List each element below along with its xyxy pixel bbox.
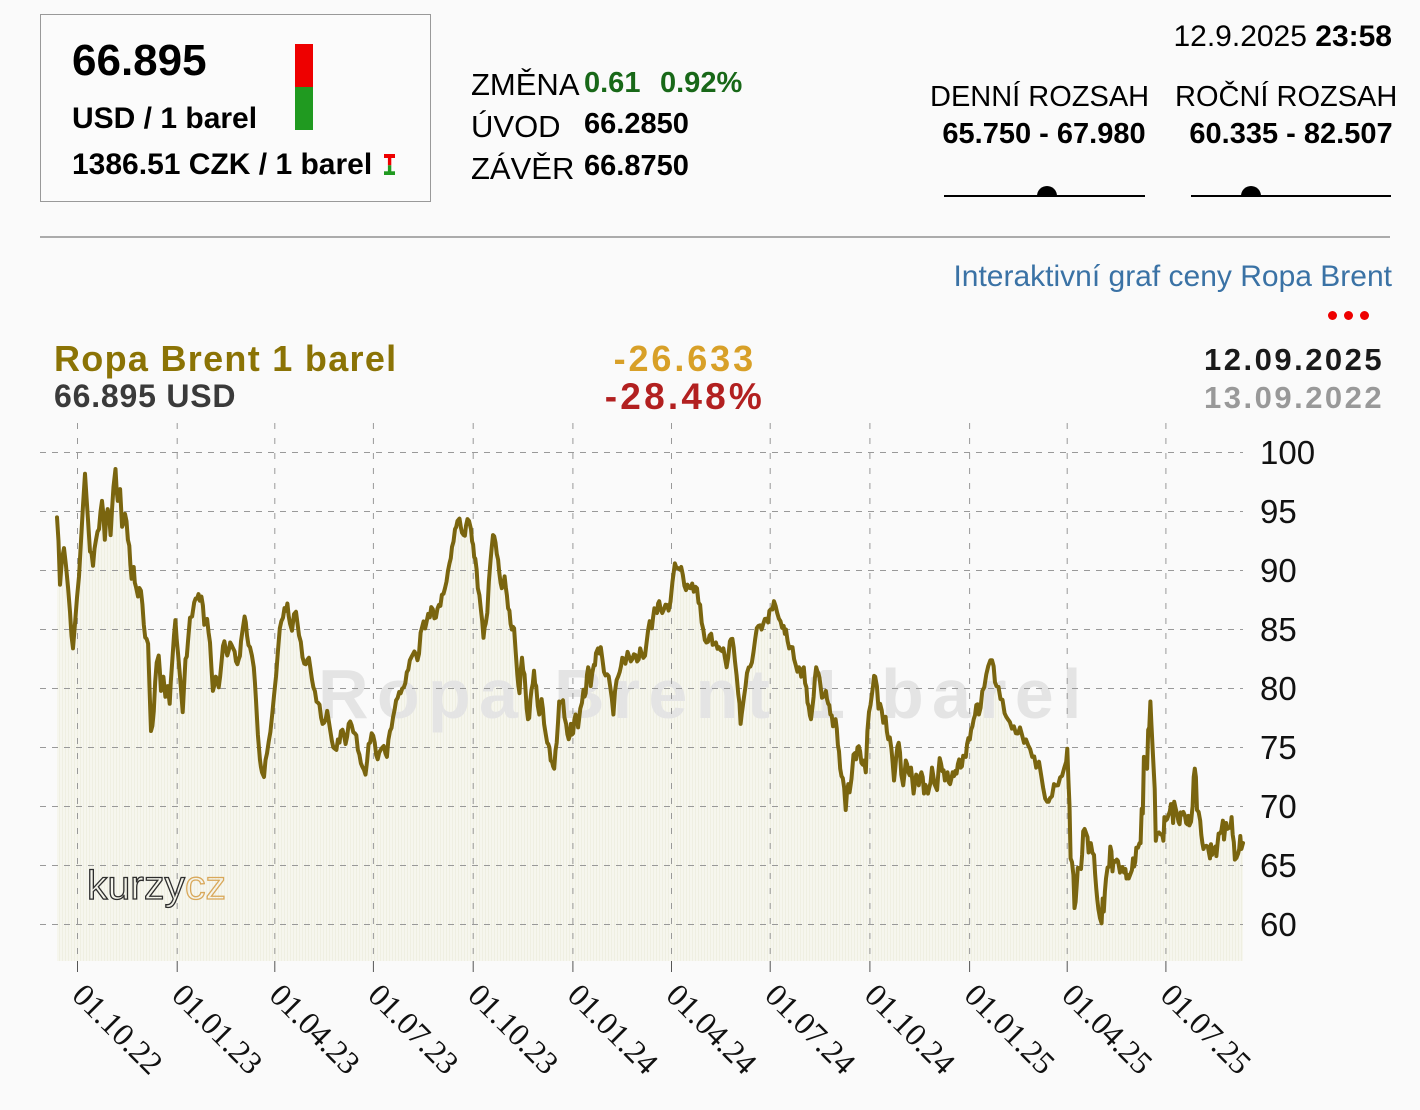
svg-text:85: 85 — [1260, 611, 1297, 648]
svg-text:01.10.23: 01.10.23 — [461, 976, 566, 1081]
svg-text:95: 95 — [1260, 493, 1297, 530]
svg-text:01.07.24: 01.07.24 — [758, 976, 863, 1081]
svg-text:Ropa Brent 1 barel: Ropa Brent 1 barel — [318, 655, 1090, 733]
svg-text:01.10.24: 01.10.24 — [858, 976, 963, 1081]
svg-text:01.01.25: 01.01.25 — [958, 976, 1063, 1081]
svg-text:01.04.25: 01.04.25 — [1055, 976, 1160, 1081]
svg-text:01.04.24: 01.04.24 — [660, 976, 765, 1081]
svg-text:65: 65 — [1260, 847, 1297, 884]
svg-text:80: 80 — [1260, 670, 1297, 707]
svg-text:90: 90 — [1260, 552, 1297, 589]
svg-text:01.01.23: 01.01.23 — [165, 976, 270, 1081]
svg-text:01.07.23: 01.07.23 — [361, 976, 466, 1081]
svg-text:01.04.23: 01.04.23 — [263, 976, 368, 1081]
svg-text:kurzycz: kurzycz — [87, 862, 226, 908]
svg-text:01.01.24: 01.01.24 — [561, 976, 666, 1081]
svg-text:01.07.25: 01.07.25 — [1154, 976, 1259, 1081]
svg-text:100: 100 — [1260, 434, 1315, 471]
svg-text:70: 70 — [1260, 788, 1297, 825]
svg-text:01.10.22: 01.10.22 — [66, 976, 171, 1081]
svg-text:75: 75 — [1260, 729, 1297, 766]
svg-text:60: 60 — [1260, 906, 1297, 943]
